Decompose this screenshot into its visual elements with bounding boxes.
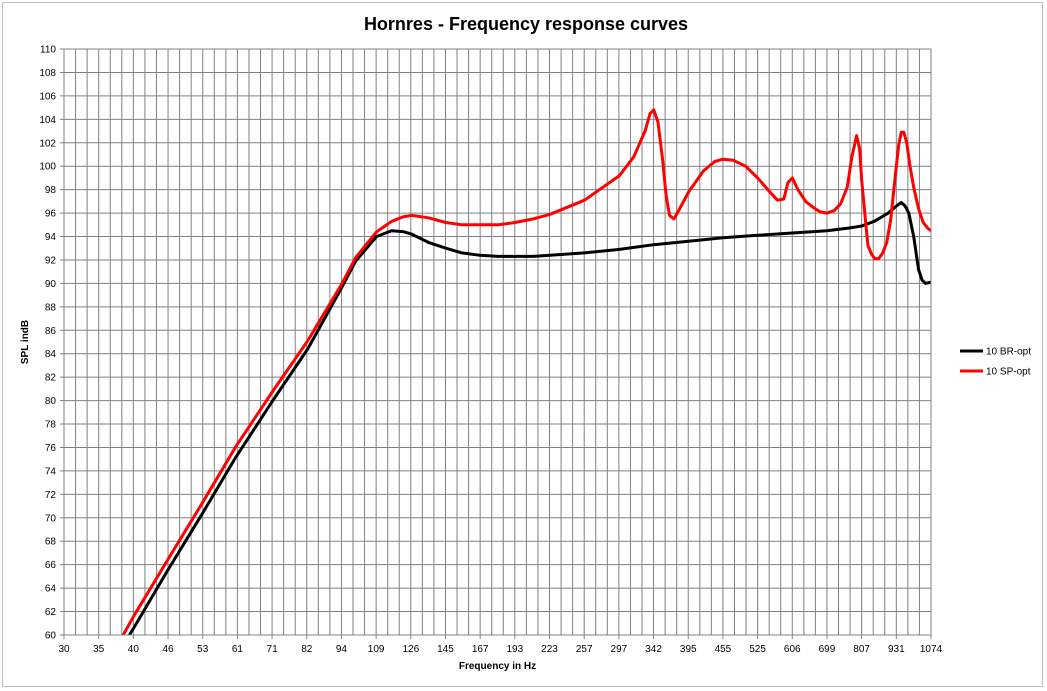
x-axis-ticks: 30 35 40 46 53 61 71 82 94 109 126 145 167 193 223 257 2…	[58, 635, 943, 655]
series-line-br-opt	[127, 201, 931, 635]
x-tick-label: 40	[128, 644, 140, 655]
x-tick-label: 53	[197, 644, 209, 655]
x-tick-label: 46	[162, 644, 174, 655]
legend-label: 10 BR-opt	[986, 347, 1031, 358]
series-line-sp-opt	[121, 108, 931, 635]
x-tick-label: 35	[93, 644, 105, 655]
y-tick-label: 110	[40, 45, 56, 56]
x-tick-label: 82	[301, 644, 313, 655]
plot-area-border	[63, 48, 932, 636]
y-tick-label: 70	[45, 513, 57, 524]
x-tick-label: 109	[368, 644, 385, 655]
x-tick-label: 606	[784, 644, 801, 655]
x-tick-label: 257	[576, 644, 593, 655]
y-tick-label: 66	[45, 560, 57, 571]
y-tick-label: 92	[45, 255, 57, 266]
legend: 10 BR-opt 10 SP-opt	[960, 347, 1031, 378]
x-tick-label: 30	[58, 644, 70, 655]
x-tick-label: 145	[437, 644, 454, 655]
y-axis-label: SPL indB	[20, 320, 31, 364]
legend-label: 10 SP-opt	[986, 367, 1031, 378]
x-tick-label: 297	[611, 644, 628, 655]
y-axis-ticks: 60 62 64 66 68 70 72 74 76 78 80 82 84 86 88 90 92 94 96 98…	[39, 45, 64, 642]
y-tick-label: 72	[45, 490, 57, 501]
y-tick-label: 84	[45, 349, 57, 360]
y-tick-label: 68	[45, 537, 57, 548]
x-tick-label: 699	[819, 644, 836, 655]
y-tick-label: 86	[45, 326, 57, 337]
x-tick-label: 395	[680, 644, 697, 655]
y-tick-label: 60	[45, 631, 57, 642]
x-axis-label: Frequency in Hz	[459, 661, 536, 672]
x-tick-label: 126	[402, 644, 419, 655]
grid-layer	[63, 48, 932, 636]
y-tick-label: 98	[45, 185, 57, 196]
x-tick-label: 61	[232, 644, 244, 655]
x-tick-label: 807	[853, 644, 870, 655]
y-tick-label: 64	[45, 584, 57, 595]
x-tick-label: 931	[888, 644, 905, 655]
y-tick-label: 104	[39, 115, 56, 126]
y-tick-label: 74	[45, 466, 57, 477]
x-tick-label: 223	[541, 644, 558, 655]
x-tick-label: 94	[336, 644, 348, 655]
y-tick-label: 94	[45, 232, 57, 243]
y-tick-label: 108	[39, 68, 56, 79]
x-tick-label: 525	[749, 644, 766, 655]
chart-title: Hornres - Frequency response curves	[364, 14, 688, 34]
y-tick-label: 62	[45, 607, 57, 618]
x-tick-label: 342	[645, 644, 662, 655]
x-tick-label: 71	[267, 644, 279, 655]
y-tick-label: 78	[45, 420, 57, 431]
y-tick-label: 90	[45, 279, 57, 290]
x-tick-label: 1074	[920, 644, 943, 655]
x-tick-label: 193	[506, 644, 523, 655]
x-tick-label: 167	[472, 644, 489, 655]
x-tick-label: 455	[715, 644, 732, 655]
y-tick-label: 106	[39, 91, 56, 102]
y-tick-label: 102	[39, 138, 56, 149]
y-tick-label: 100	[39, 162, 56, 173]
y-tick-label: 80	[45, 396, 57, 407]
series-layer	[121, 108, 931, 635]
y-tick-label: 96	[45, 209, 57, 220]
y-tick-label: 82	[45, 373, 57, 384]
frequency-response-chart: Hornres - Frequency response curves 6062…	[20, 14, 1031, 672]
y-tick-label: 88	[45, 302, 57, 313]
y-tick-label: 76	[45, 443, 57, 454]
